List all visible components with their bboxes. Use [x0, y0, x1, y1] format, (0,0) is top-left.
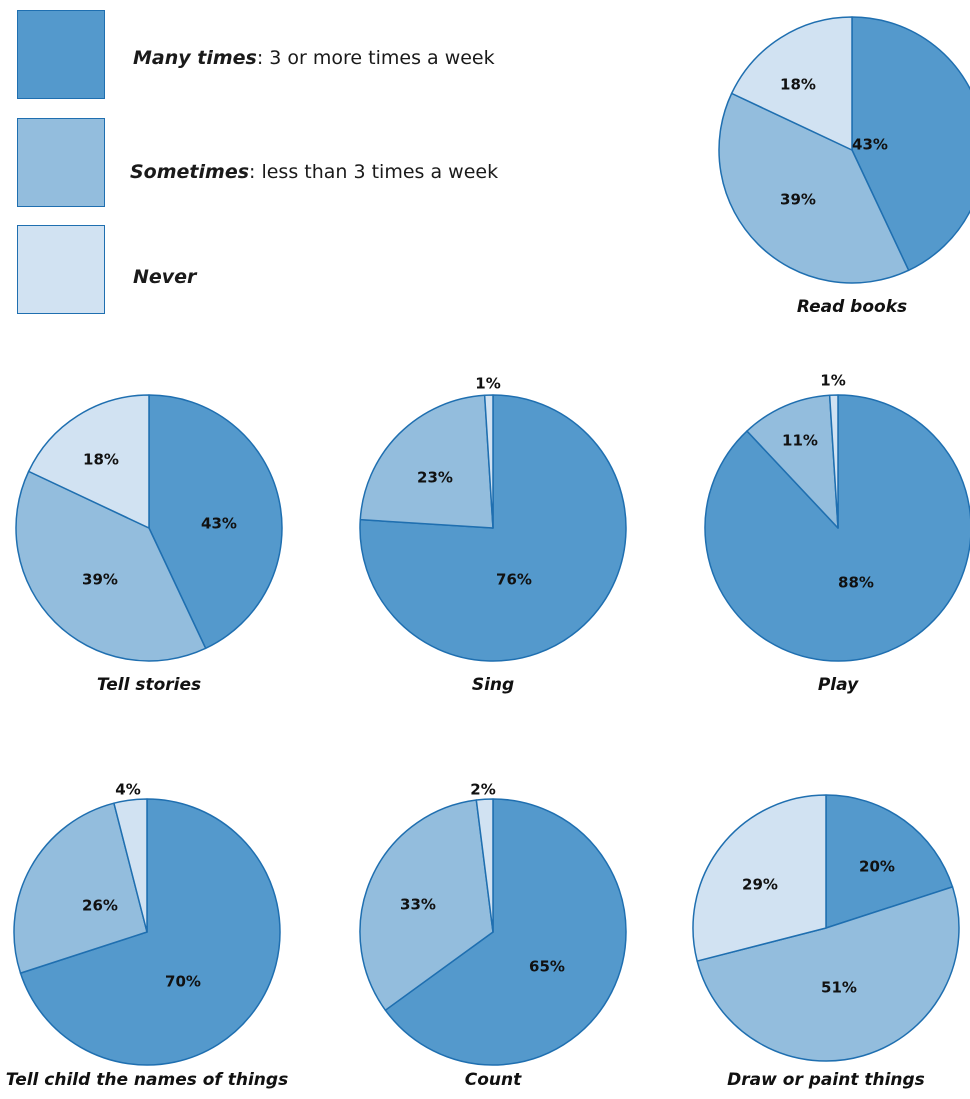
pie-slice-many-times [851, 16, 970, 272]
pie-title: Play [818, 675, 859, 695]
slice-data-label: 29% [742, 876, 778, 894]
legend-suffix-many: : 3 or more times a week [256, 47, 495, 69]
pie-slice-sometimes [696, 886, 960, 1062]
slice-data-label: 26% [82, 897, 118, 915]
slice-data-label: 39% [780, 191, 816, 209]
legend-label-sometimes: Sometimes [130, 161, 250, 183]
slice-data-label: 18% [83, 451, 119, 469]
slice-data-label: 76% [496, 571, 532, 589]
pie-title: Tell child the names of things [6, 1070, 288, 1090]
legend-item-never: Never [133, 266, 196, 288]
slice-data-label: 43% [201, 515, 237, 533]
slice-data-label: 88% [838, 574, 874, 592]
pie-title: Read books [797, 297, 907, 317]
slice-data-label: 23% [417, 469, 453, 487]
pie-chart-6: 20% 51% 29% Draw or paint things [692, 794, 960, 1090]
slice-data-label: 70% [165, 973, 201, 991]
pie-slice-never [483, 394, 494, 529]
pie-slice-never [730, 16, 853, 151]
legend-item-many: Many times: 3 or more times a week [133, 47, 495, 69]
pie-chart-0: 43% 39% 18% Read books [718, 16, 970, 317]
slice-data-label: 39% [82, 571, 118, 589]
pie-slice-never [828, 394, 839, 529]
pie-slice-never [27, 394, 150, 529]
pie-title: Sing [472, 675, 514, 695]
slice-data-label: 51% [821, 979, 857, 997]
legend-swatch-sometimes [17, 118, 105, 207]
legend-label-never: Never [133, 266, 197, 288]
pie-slice-many-times [825, 794, 954, 929]
pie-chart-4: 70% 26% 4% Tell child the names of things [6, 781, 288, 1091]
pie-slice-never [692, 794, 827, 962]
slice-data-label: 33% [400, 896, 436, 914]
slice-data-label: 43% [852, 136, 888, 154]
legend-swatch-never [17, 225, 105, 314]
pie-slice-many-times [384, 798, 627, 1066]
slice-data-label: 20% [859, 858, 895, 876]
pie-chart-3: 88% 11% 1% Play [704, 372, 970, 695]
pie-slice-sometimes [15, 470, 207, 662]
legend-item-sometimes: Sometimes: less than 3 times a week [130, 161, 498, 183]
pie-chart-1: 43% 39% 18% Tell stories [15, 394, 283, 695]
slice-data-label: 2% [470, 781, 495, 799]
pie-slice-sometimes [718, 92, 910, 284]
pie-slice-sometimes [746, 394, 839, 529]
slice-data-label: 65% [529, 958, 565, 976]
pie-title: Count [465, 1070, 522, 1090]
pie-slice-sometimes [13, 802, 148, 974]
pie-chart-5: 65% 33% 2% Count [359, 781, 627, 1090]
pie-chart-2: 76% 23% 1% Sing [359, 375, 627, 695]
pie-slice-many-times [19, 798, 281, 1066]
slice-data-label: 1% [475, 375, 500, 393]
slice-data-label: 1% [820, 372, 845, 390]
legend-suffix-sometimes: : less than 3 times a week [249, 161, 499, 183]
pie-slice-sometimes [359, 394, 494, 529]
pie-title: Tell stories [97, 675, 201, 695]
pie-slice-never [113, 798, 148, 933]
slice-data-label: 4% [115, 781, 140, 799]
legend-swatch-many [17, 10, 105, 99]
pie-title: Draw or paint things [727, 1070, 925, 1090]
legend-label-many: Many times [133, 47, 257, 69]
slice-data-label: 18% [780, 76, 816, 94]
pie-slice-many-times [148, 394, 283, 650]
pie-slice-sometimes [359, 799, 494, 1011]
slice-data-label: 11% [782, 432, 818, 450]
pie-slice-never [475, 798, 494, 933]
